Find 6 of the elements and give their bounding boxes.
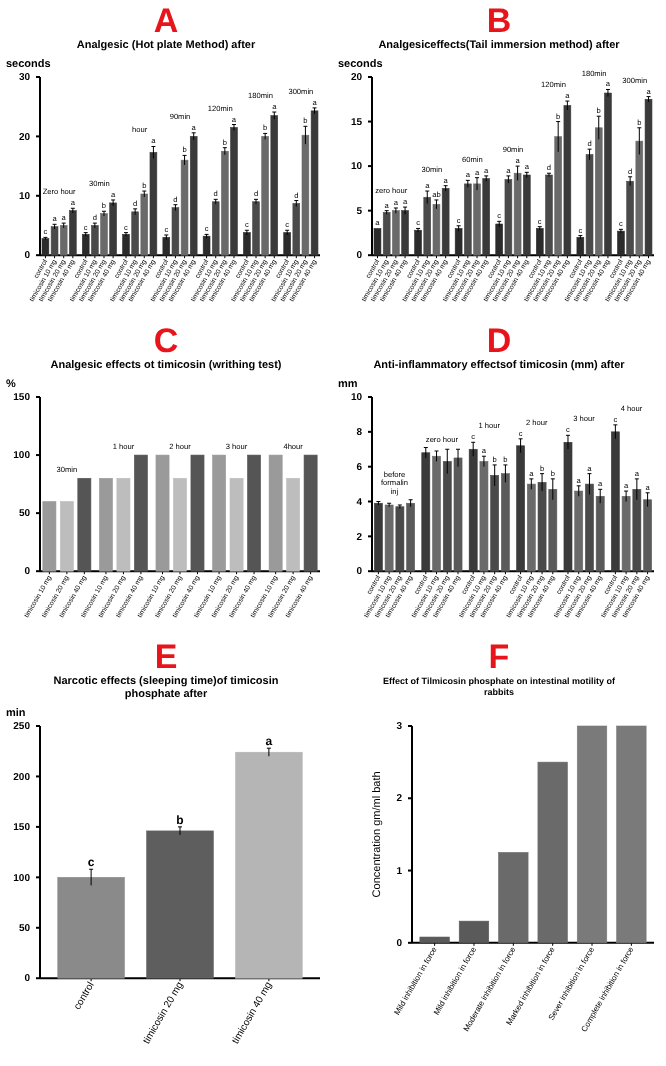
chart-title: D (486, 322, 512, 360)
chart-title: F (488, 638, 510, 676)
chart-title: E (154, 638, 178, 676)
chart-title: B (486, 2, 512, 40)
chart-title: A (153, 2, 179, 40)
chart-title: C (153, 322, 179, 360)
